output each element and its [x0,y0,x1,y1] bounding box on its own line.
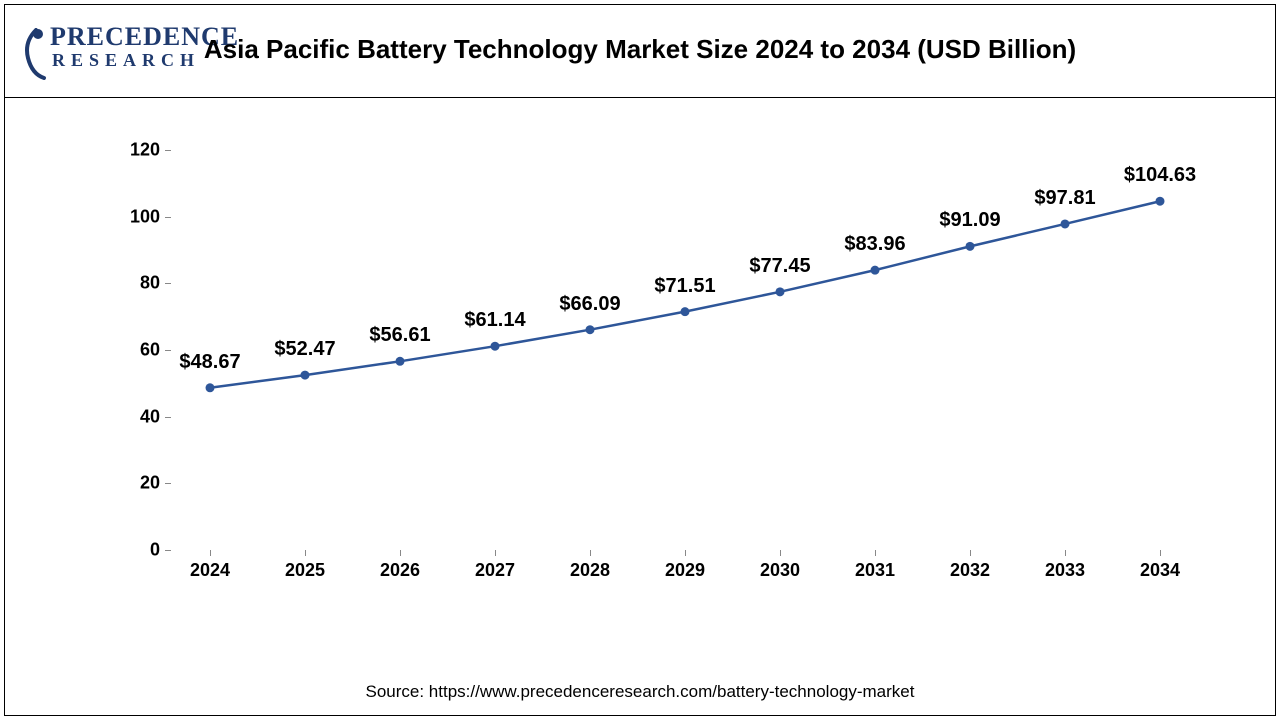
x-tick-label: 2025 [285,560,325,581]
data-label: $83.96 [844,233,905,256]
data-label: $97.81 [1034,187,1095,210]
data-label: $66.09 [559,293,620,316]
x-tick-mark [305,550,306,556]
y-tick-label: 80 [110,273,160,294]
data-label: $71.51 [654,275,715,298]
data-marker [1156,197,1165,206]
y-tick-label: 120 [110,140,160,161]
x-tick-label: 2029 [665,560,705,581]
x-tick-mark [1065,550,1066,556]
x-tick-mark [495,550,496,556]
data-label: $61.14 [464,309,525,332]
x-tick-mark [875,550,876,556]
chart-area: 0 20 40 60 80 100 120 2024 2025 2026 2027 2028 2029… [110,130,1220,610]
x-tick-mark [1160,550,1161,556]
x-tick-mark [400,550,401,556]
x-tick-mark [210,550,211,556]
data-label: $104.63 [1124,164,1196,187]
x-tick-label: 2028 [570,560,610,581]
x-tick-label: 2031 [855,560,895,581]
x-tick-mark [970,550,971,556]
plot-area: $48.67 $52.47 $56.61 $61.14 $66.09 $71.51 $77.… [170,150,1200,550]
data-marker [776,287,785,296]
data-label: $48.67 [179,351,240,374]
data-marker [206,383,215,392]
y-tick-label: 0 [110,540,160,561]
x-tick-label: 2030 [760,560,800,581]
data-marker [396,357,405,366]
data-marker [871,266,880,275]
x-tick-label: 2034 [1140,560,1180,581]
data-label: $77.45 [749,255,810,278]
y-tick-label: 20 [110,473,160,494]
y-tick-label: 40 [110,406,160,427]
data-marker [1061,219,1070,228]
chart-title: Asia Pacific Battery Technology Market S… [4,34,1276,65]
data-label: $52.47 [274,338,335,361]
x-tick-label: 2027 [475,560,515,581]
data-label: $56.61 [369,324,430,347]
y-tick-label: 60 [110,340,160,361]
data-marker [491,342,500,351]
x-tick-mark [685,550,686,556]
data-marker [966,242,975,251]
x-tick-label: 2032 [950,560,990,581]
data-marker [681,307,690,316]
header-row: PRECEDENCE RESEARCH Asia Pacific Battery… [4,4,1276,98]
y-tick-mark [165,550,171,551]
x-tick-label: 2033 [1045,560,1085,581]
data-marker [586,325,595,334]
y-tick-label: 100 [110,206,160,227]
x-tick-label: 2024 [190,560,230,581]
x-tick-mark [780,550,781,556]
data-marker [301,371,310,380]
source-text: Source: https://www.precedenceresearch.c… [0,682,1280,702]
data-label: $91.09 [939,209,1000,232]
x-tick-mark [590,550,591,556]
x-tick-label: 2026 [380,560,420,581]
